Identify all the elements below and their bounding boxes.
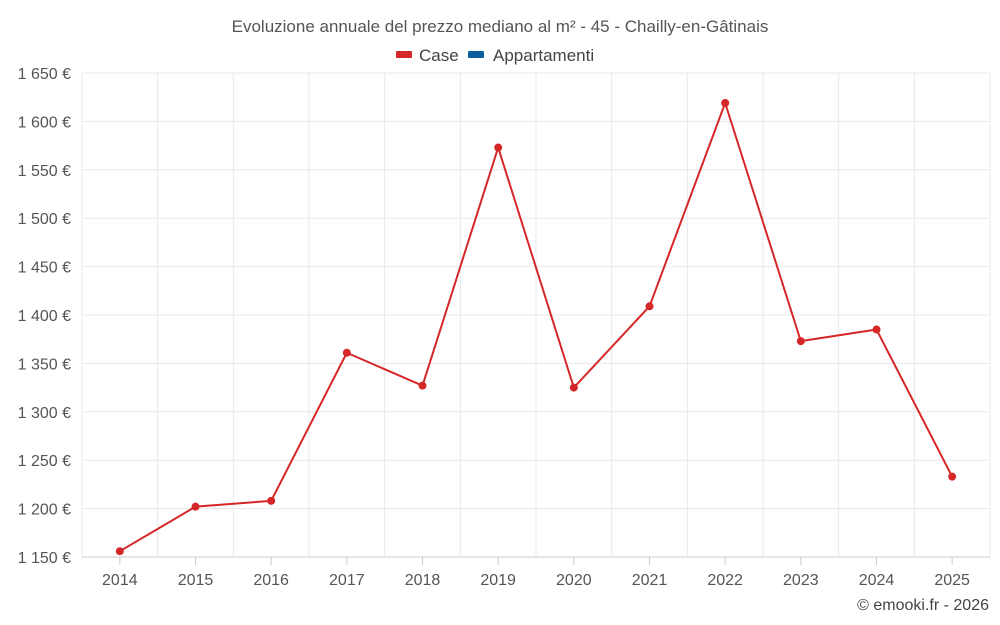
y-tick-label: 1 200 € [18, 502, 71, 519]
y-tick-label: 1 300 € [18, 405, 71, 422]
y-tick-label: 1 350 € [18, 356, 71, 373]
credits[interactable]: © emooki.fr - 2026 [857, 597, 989, 614]
x-tick-label: 2024 [859, 572, 895, 589]
x-tick-label: 2025 [934, 572, 970, 589]
y-tick-label: 1 500 € [18, 211, 71, 228]
x-tick-label: 2019 [480, 572, 516, 589]
data-point[interactable] [721, 99, 730, 108]
y-tick-label: 1 150 € [18, 550, 71, 567]
data-point[interactable] [191, 502, 200, 511]
data-point[interactable] [342, 348, 351, 357]
x-tick-label: 2016 [253, 572, 289, 589]
x-tick-label: 2021 [632, 572, 668, 589]
grid [81, 72, 991, 557]
y-tick-label: 1 250 € [18, 453, 71, 470]
y-tick-label: 1 650 € [18, 66, 71, 83]
series [115, 99, 957, 556]
chart-title: Evoluzione annuale del prezzo mediano al… [232, 17, 769, 36]
legend-item-appartamenti[interactable]: Appartamenti [468, 46, 594, 65]
x-tick-label: 2018 [405, 572, 441, 589]
data-point[interactable] [645, 302, 654, 311]
legend: Case Appartamenti [396, 46, 594, 65]
x-tick-label: 2022 [707, 572, 743, 589]
data-point[interactable] [267, 496, 276, 505]
data-point[interactable] [569, 383, 578, 392]
y-tick-label: 1 600 € [18, 114, 71, 131]
data-point[interactable] [418, 381, 427, 390]
x-tick-label: 2020 [556, 572, 592, 589]
y-tick-label: 1 550 € [18, 163, 71, 180]
y-tick-label: 1 400 € [18, 308, 71, 325]
legend-label-case: Case [419, 46, 459, 65]
data-point[interactable] [494, 143, 503, 152]
x-tick-label: 2014 [102, 572, 138, 589]
data-point[interactable] [948, 472, 957, 481]
x-tick-label: 2017 [329, 572, 365, 589]
legend-swatch-appartamenti [468, 51, 484, 58]
y-tick-label: 1 450 € [18, 260, 71, 277]
legend-swatch-case [396, 51, 412, 58]
data-point[interactable] [796, 337, 805, 346]
x-tick-label: 2023 [783, 572, 819, 589]
series-line-0 [119, 102, 954, 553]
data-point[interactable] [115, 547, 124, 556]
x-tick-label: 2015 [178, 572, 214, 589]
axes: 1 150 € 1 200 € 1 250 € 1 300 € 1 350 € 1 400… [18, 66, 990, 589]
data-point[interactable] [872, 325, 881, 334]
legend-item-case[interactable]: Case [396, 46, 459, 65]
legend-label-appartamenti: Appartamenti [493, 46, 594, 65]
